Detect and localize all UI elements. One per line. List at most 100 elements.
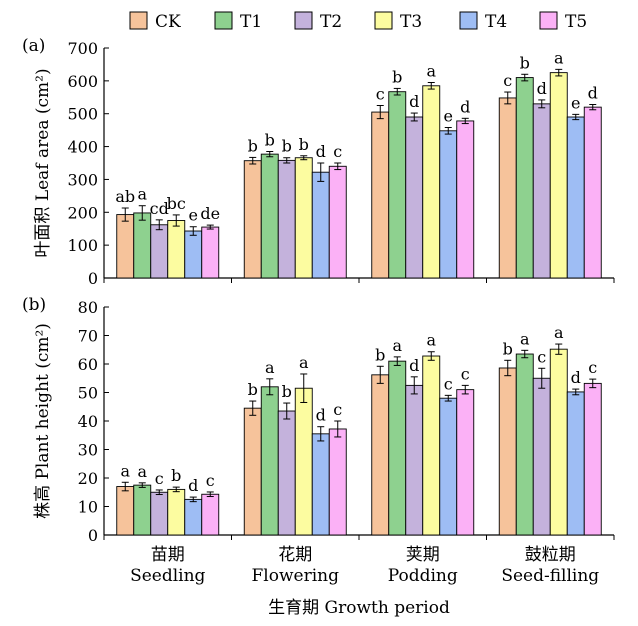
legend-swatch-t1 <box>214 11 233 30</box>
significance-letter: a <box>554 323 564 342</box>
y-tick-label: 50 <box>78 384 98 403</box>
bar-t4 <box>566 116 585 279</box>
significance-letter: d <box>588 84 598 103</box>
bar-t4 <box>311 433 330 536</box>
shared-x-axis-title: 生育期 Growth period <box>268 598 450 618</box>
bar-ck <box>116 214 135 279</box>
y-tick-label: 400 <box>67 138 98 157</box>
significance-letter: c <box>333 400 342 419</box>
legend-label-t3: T3 <box>400 12 422 32</box>
stage-label-en: Podding <box>388 566 458 586</box>
bar-t3 <box>294 157 313 279</box>
legend-swatch-t2 <box>294 11 313 30</box>
significance-letter: de <box>200 204 220 223</box>
significance-letter: b <box>282 137 292 156</box>
significance-letter: bc <box>167 194 186 213</box>
y-tick-label: 100 <box>67 236 98 255</box>
bar-t2 <box>405 116 424 279</box>
significance-letter: d <box>409 92 419 111</box>
stage-label-cn: 荚期 <box>406 545 440 565</box>
bar-t2 <box>150 491 169 536</box>
legend-swatch-t3 <box>374 11 393 30</box>
bar-t5 <box>456 389 475 536</box>
bar-t1 <box>133 484 152 536</box>
bar-ck <box>498 97 517 279</box>
bar-t3 <box>167 220 186 279</box>
significance-letter: a <box>137 185 147 204</box>
legend-label-t5: T5 <box>565 12 587 32</box>
significance-letter: d <box>537 79 547 98</box>
bar-t4 <box>566 391 585 536</box>
leaf-area-panel: 0 100 200 300 400 500 600 700 (a) 叶面积 Leaf area (… <box>22 36 615 288</box>
y-tick-label: 700 <box>67 39 98 58</box>
bar-t1 <box>388 91 407 279</box>
bar-t2 <box>277 410 296 536</box>
bar-t4 <box>439 130 458 279</box>
significance-letter: b <box>171 466 181 485</box>
significance-letter: c <box>503 71 512 90</box>
y-axis-title: 叶面积 Leaf area (cm²) <box>33 68 53 257</box>
legend-label-t1: T1 <box>240 12 262 32</box>
significance-letter: d <box>188 476 198 495</box>
bar-ck <box>371 111 390 279</box>
significance-letter: b <box>520 53 530 72</box>
y-tick-label: 20 <box>78 469 98 488</box>
bar-t2 <box>405 384 424 536</box>
legend-label-t2: T2 <box>320 12 342 32</box>
bar-t1 <box>260 153 279 279</box>
y-tick-label: 0 <box>88 269 98 288</box>
bar-t3 <box>549 72 568 279</box>
bar-t1 <box>388 360 407 536</box>
significance-letter: d <box>409 356 419 375</box>
stage-label-en: Seedling <box>130 566 205 586</box>
significance-letter: a <box>426 331 436 350</box>
legend-swatch-t5 <box>539 11 558 30</box>
stage-label-en: Flowering <box>252 566 340 586</box>
bar-t4 <box>439 397 458 536</box>
bar-t5 <box>583 106 602 279</box>
significance-letter: b <box>248 136 258 155</box>
significance-letter: a <box>392 336 402 355</box>
significance-letter: e <box>571 93 580 112</box>
bar-t3 <box>167 488 186 536</box>
bar-t5 <box>456 120 475 279</box>
significance-letter: c <box>333 142 342 161</box>
panel-label: (a) <box>22 36 45 56</box>
bar-ck <box>243 160 262 279</box>
bar-t1 <box>515 77 534 279</box>
legend-label-ck: CK <box>155 12 181 32</box>
legend-label-t4: T4 <box>485 12 507 32</box>
bar-t3 <box>294 387 313 536</box>
y-tick-label: 40 <box>78 412 98 431</box>
y-axis-title: 株高 Plant height (cm²) <box>33 323 53 519</box>
panel-label: (b) <box>22 295 46 315</box>
plant-height-panel: 0 10 20 30 40 50 60 70 80 (b) 株高 Plant height (cm²… <box>22 295 615 545</box>
bar-t4 <box>184 230 203 279</box>
significance-letter: b <box>503 339 513 358</box>
significance-letter: e <box>189 206 198 225</box>
stage-label-cn: 花期 <box>278 545 312 565</box>
bar-t1 <box>515 353 534 536</box>
y-tick-label: 0 <box>88 526 98 545</box>
significance-letter: ab <box>115 187 135 206</box>
significance-letter: e <box>444 107 453 126</box>
bar-t5 <box>583 382 602 536</box>
significance-letter: d <box>571 368 581 387</box>
bar-t4 <box>184 498 203 536</box>
significance-letter: c <box>588 358 597 377</box>
significance-letter: a <box>265 358 275 377</box>
legend-swatch-ck <box>129 11 148 30</box>
bar-t2 <box>150 224 169 279</box>
significance-letter: b <box>392 67 402 86</box>
legend: CK T1 T2 T3 T4 T5 <box>129 11 587 32</box>
significance-letter: d <box>316 406 326 425</box>
significance-letter: b <box>299 135 309 154</box>
bar-ck <box>371 374 390 536</box>
significance-letter: b <box>265 131 275 150</box>
bar-t4 <box>311 171 330 279</box>
y-tick-label: 70 <box>78 327 98 346</box>
significance-letter: c <box>376 85 385 104</box>
bar-t5 <box>201 226 220 279</box>
significance-letter: b <box>282 382 292 401</box>
